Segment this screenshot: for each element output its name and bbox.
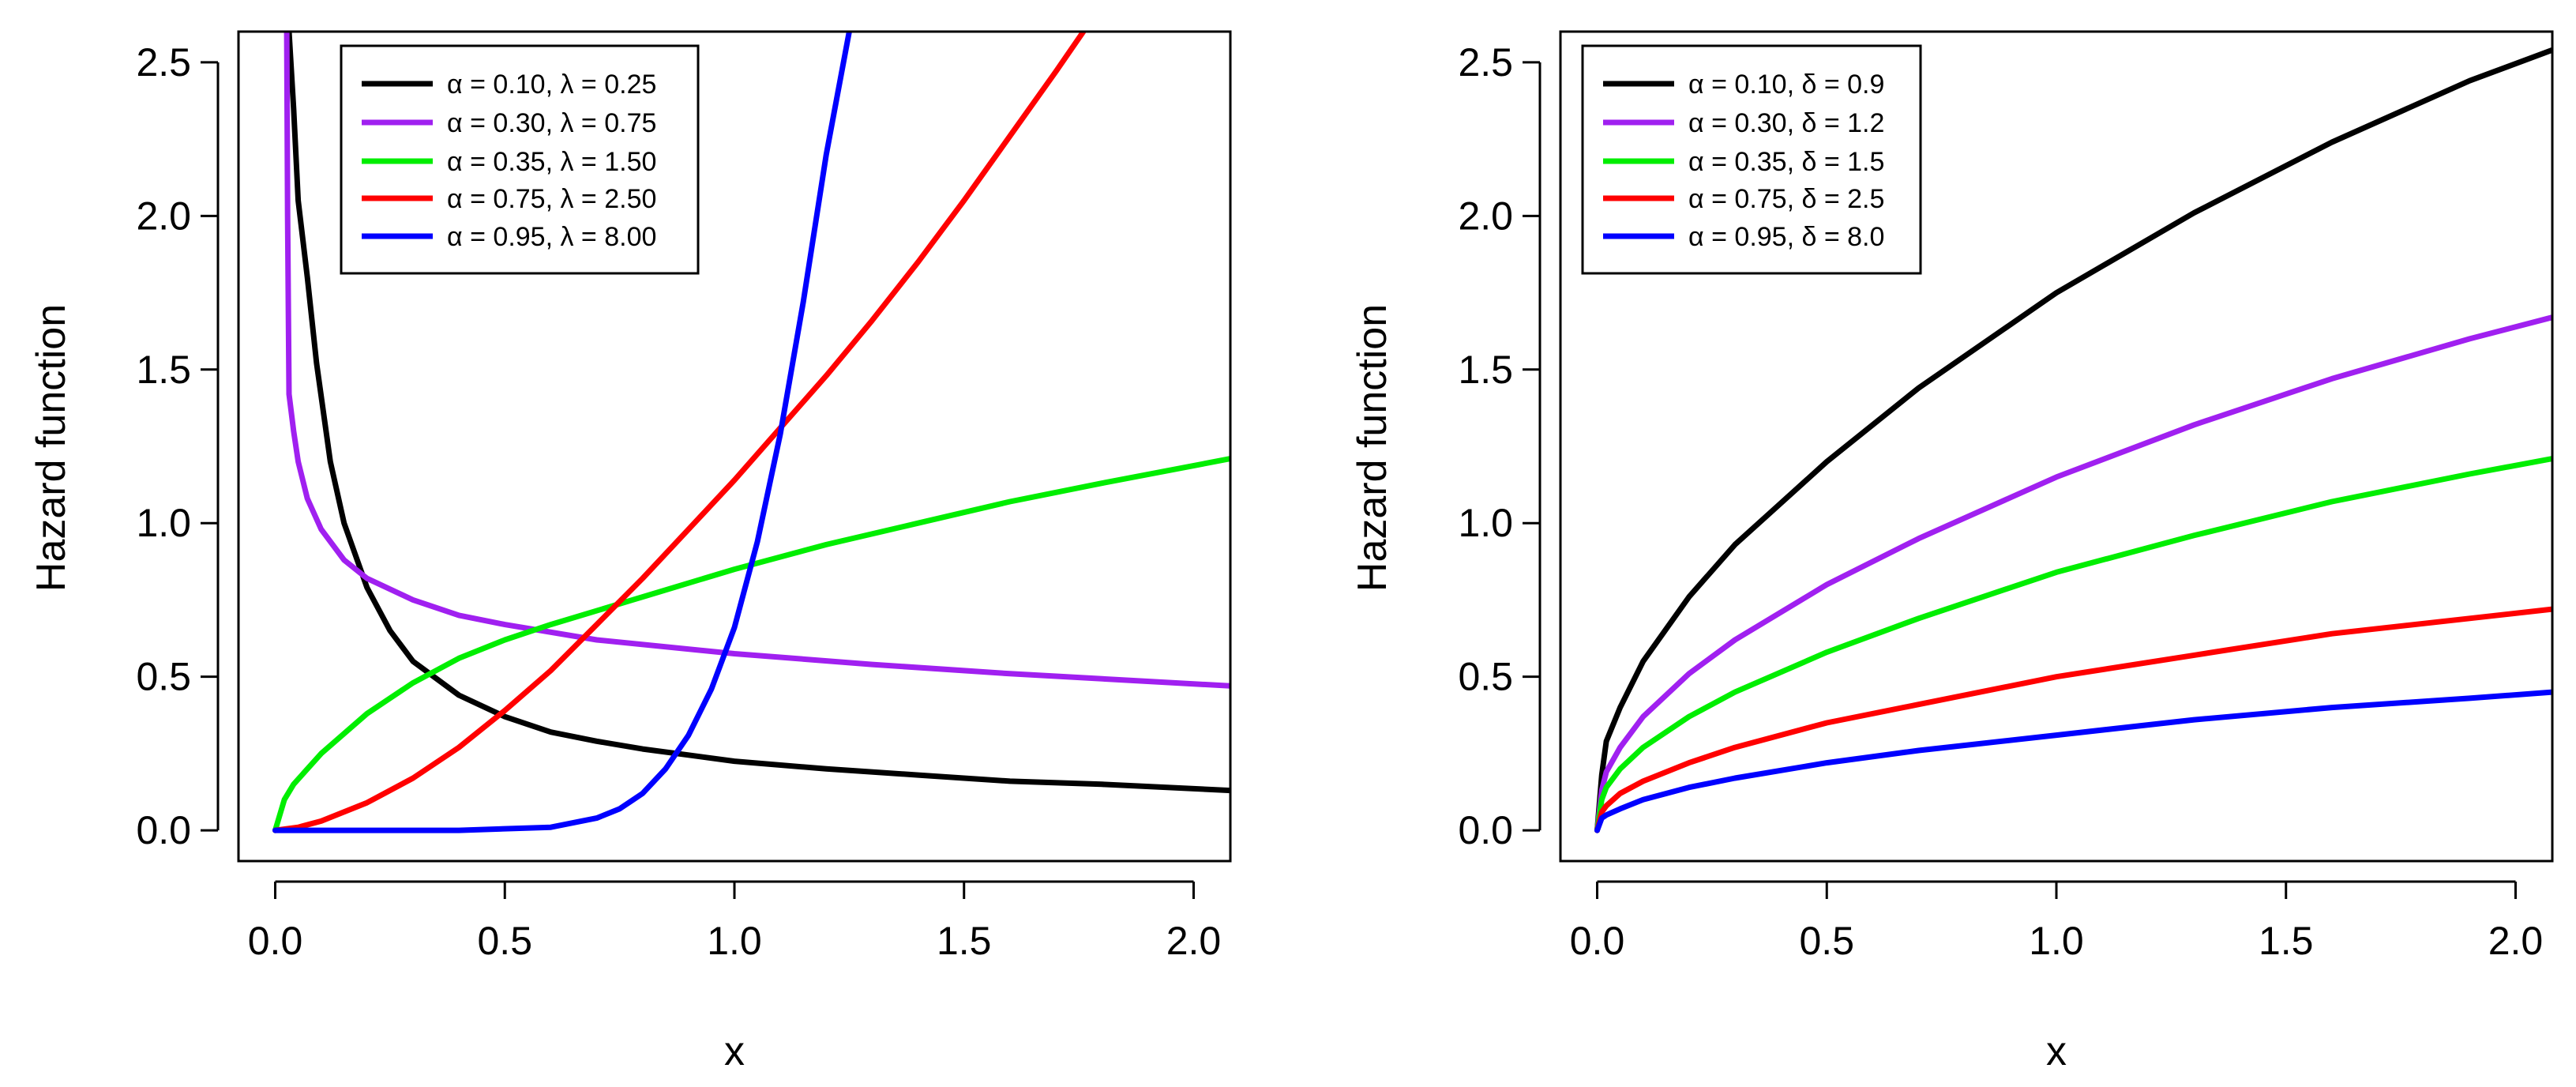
- x-tick-label: 1.0: [2029, 919, 2084, 963]
- legend-label-3: α = 0.35, δ = 1.5: [1688, 147, 1884, 177]
- series-line-4: [1594, 606, 2552, 833]
- y-tick-label: 1.5: [1458, 348, 1513, 392]
- series-line-3: [272, 456, 1230, 833]
- y-tick-label: 0.0: [1458, 808, 1513, 852]
- y-tick-label: 2.5: [136, 40, 191, 85]
- plot-frame: [237, 30, 1232, 863]
- y-tick-label: 0.5: [1458, 655, 1513, 699]
- y-tick-label: 2.0: [136, 194, 191, 238]
- y-tick-label: 0.5: [136, 655, 191, 699]
- y-axis-title: Hazard function: [1350, 304, 1395, 592]
- series-line-1: [286, 32, 1230, 794]
- legend-entry-2: α = 0.30, λ = 0.75: [362, 108, 656, 138]
- legend-entry-4: α = 0.75, δ = 2.5: [1603, 184, 1884, 214]
- x-axis-title: x: [724, 1029, 745, 1074]
- x-tick-label: 0.0: [248, 919, 303, 963]
- series-line-3: [1594, 456, 2552, 833]
- x-tick-label: 1.5: [2259, 919, 2314, 963]
- legend-entry-1: α = 0.10, δ = 0.9: [1603, 70, 1884, 100]
- legend-label-4: α = 0.75, δ = 2.5: [1688, 184, 1884, 214]
- series-line-4: [272, 32, 1087, 833]
- x-tick-label: 0.5: [478, 919, 533, 963]
- series-line-5: [1594, 689, 2552, 833]
- y-tick-label: 2.0: [1458, 194, 1513, 238]
- legend-label-2: α = 0.30, δ = 1.2: [1688, 108, 1884, 138]
- series-line-1: [1594, 47, 2552, 833]
- y-tick-label: 1.5: [136, 348, 191, 392]
- legend-label-4: α = 0.75, λ = 2.50: [447, 184, 656, 214]
- series-line-2: [1594, 314, 2552, 833]
- legend-label-1: α = 0.10, λ = 0.25: [447, 70, 656, 100]
- x-tick-label: 2.0: [1166, 919, 1222, 963]
- legend-entry-3: α = 0.35, δ = 1.5: [1603, 147, 1884, 177]
- right-chart-panel: Hazard function x α = 0.10, δ = 0.9 α = …: [1350, 30, 2554, 1074]
- y-tick-label: 1.0: [136, 501, 191, 545]
- x-tick-label: 2.0: [2488, 919, 2544, 963]
- x-axis-title: x: [2046, 1029, 2067, 1074]
- x-tick-label: 1.0: [707, 919, 762, 963]
- legend-entry-4: α = 0.75, λ = 2.50: [362, 184, 656, 214]
- y-tick-label: 2.5: [1458, 40, 1513, 85]
- x-tick-label: 1.5: [937, 919, 992, 963]
- legend-entry-5: α = 0.95, δ = 8.0: [1603, 222, 1884, 252]
- legend-entry-1: α = 0.10, λ = 0.25: [362, 70, 656, 100]
- left-chart-panel: Hazard function x α = 0.10, λ = 0.25 α =…: [28, 30, 1232, 1074]
- series-line-2: [284, 32, 1230, 689]
- legend-entry-5: α = 0.95, λ = 8.00: [362, 222, 656, 252]
- legend-entry-3: α = 0.35, λ = 1.50: [362, 147, 656, 177]
- legend-label-1: α = 0.10, δ = 0.9: [1688, 70, 1884, 100]
- legend-label-3: α = 0.35, λ = 1.50: [447, 147, 656, 177]
- legend-label-5: α = 0.95, δ = 8.0: [1688, 222, 1884, 252]
- legend-entry-2: α = 0.30, δ = 1.2: [1603, 108, 1884, 138]
- y-tick-label: 1.0: [1458, 501, 1513, 545]
- legend-label-5: α = 0.95, λ = 8.00: [447, 222, 656, 252]
- y-axis-title: Hazard function: [28, 304, 74, 592]
- x-tick-label: 0.0: [1570, 919, 1625, 963]
- y-tick-label: 0.0: [136, 808, 191, 852]
- series-line-5: [272, 32, 852, 833]
- plot-frame: [1559, 30, 2554, 863]
- legend-label-2: α = 0.30, λ = 0.75: [447, 108, 656, 138]
- x-tick-label: 0.5: [1800, 919, 1855, 963]
